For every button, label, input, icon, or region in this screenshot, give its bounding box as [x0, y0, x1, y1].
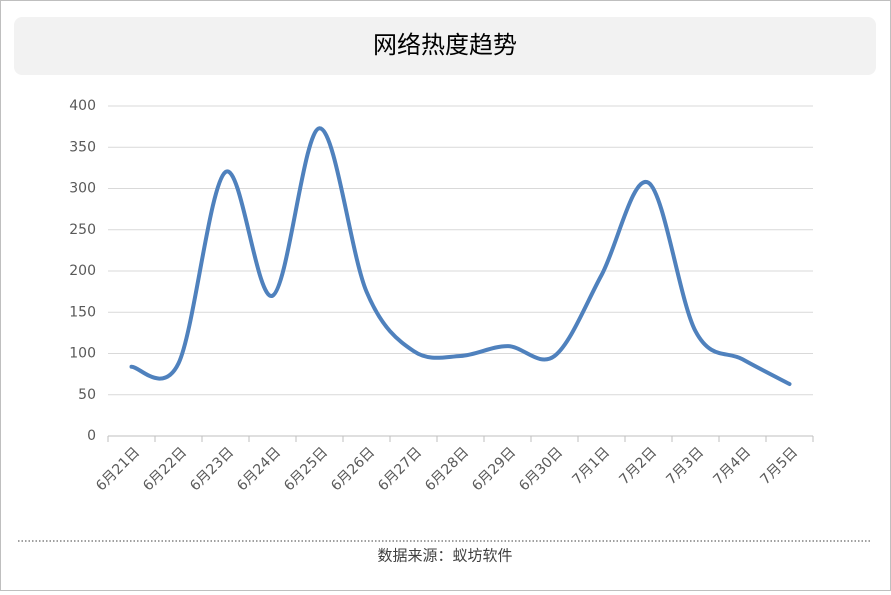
line — [129, 126, 792, 387]
y-tick-label: 250 — [69, 222, 96, 238]
y-tick-label: 100 — [69, 346, 96, 362]
chart-title: 网络热度趋势 — [373, 31, 517, 59]
y-tick-label: 150 — [69, 304, 96, 320]
y-tick-label: 300 — [69, 181, 96, 197]
y-tick-label: 200 — [69, 263, 96, 279]
y-tick-label: 50 — [78, 387, 96, 403]
y-tick-label: 400 — [69, 98, 96, 114]
y-tick-label: 350 — [69, 139, 96, 155]
y-tick-label: 0 — [87, 428, 96, 444]
source: 数据来源：蚁坊软件 — [377, 547, 512, 565]
title-box — [14, 17, 876, 75]
